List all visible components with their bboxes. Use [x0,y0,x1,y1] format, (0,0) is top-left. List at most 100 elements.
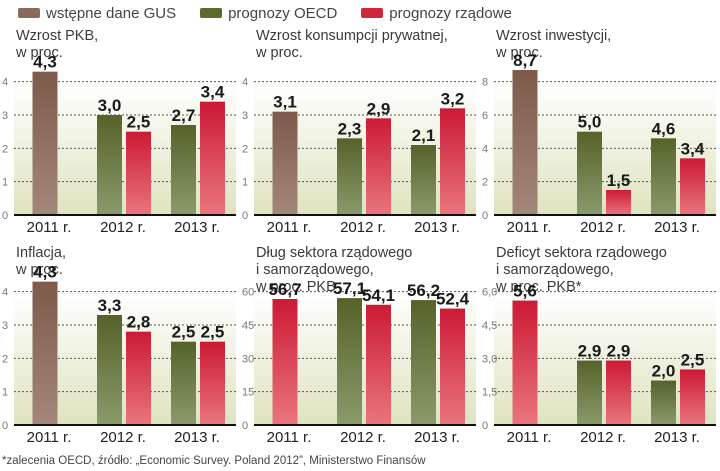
legend-swatch-gov [361,8,384,18]
bar-oecd [97,315,122,425]
y-tick-label: 0 [482,420,488,432]
panel-title: Wzrost PKB, w proc. [16,28,99,61]
data-label: 52,4 [436,290,470,309]
y-tick-label: 30 [242,353,254,365]
bar-oecd [651,380,676,425]
bar-oecd [171,125,196,215]
y-tick-label: 0 [482,210,488,222]
chart-inflation: 0 1 2 3 4 4,3 3,3 2,8 2,5 2,5 2011 r. 2012 r. 2013 r… [2,263,236,446]
bar-oecd [337,298,362,425]
x-tick-label: 2013 r. [414,429,460,446]
x-tick-label: 2011 r. [27,429,72,446]
bar-oecd [577,131,602,215]
bar-oecd [337,138,362,215]
y-tick-label: 2 [242,143,248,155]
bar-gus [32,71,58,215]
bar-oecd [577,360,602,425]
legend-item-gov: prognozy rządowe [361,5,512,22]
data-label: 4,3 [33,53,57,72]
data-label: 5,0 [578,113,602,132]
data-label: 57,1 [333,279,366,298]
panel-title: Dług sektora rządowego i samorządowego, … [256,245,413,295]
data-label: 2,5 [681,350,705,369]
y-tick-label: 4,5 [482,320,497,332]
y-tick-label: 0 [2,420,8,432]
y-tick-label: 0 [2,210,8,222]
x-tick-label: 2013 r. [414,219,460,236]
bar-gov [126,131,151,215]
x-tick-label: 2013 r. [174,429,220,446]
legend-item-gus: wstępne dane GUS [18,5,176,22]
x-tick-label: 2011 r. [507,219,552,236]
footnote: *zalecenia OECD, źródło: „Economic Surve… [2,455,426,467]
data-label: 2,9 [607,342,631,361]
x-tick-label: 2012 r. [580,429,626,446]
data-label: 2,5 [127,113,151,132]
bar-gov [512,300,538,425]
panel-inflation: Inflacja, w proc. 0 1 2 3 4 4,3 3,3 2,8 2,5 2,5 20… [0,245,240,450]
legend-label: prognozy rządowe [389,4,512,22]
bar-oecd [171,341,196,425]
data-label: 2,9 [367,99,391,118]
data-label: 1,5 [607,171,631,190]
legend-item-oecd: prognozy OECD [200,5,337,22]
data-label: 54,1 [362,286,395,305]
bar-gus [512,70,538,215]
bar-oecd [97,115,122,215]
x-tick-label: 2011 r. [27,219,72,236]
bar-gov [680,369,705,425]
legend-label: wstępne dane GUS [46,4,177,22]
panel-consumption: Wzrost konsumpcji prywatnej, w proc. 0 1 2… [240,28,480,240]
bar-gov [440,308,465,425]
panel-title: Wzrost konsumpcji prywatnej, w proc. [256,28,448,61]
panel-deficit: Deficyt sektora rządowego i samorządoweg… [480,245,720,450]
x-tick-label: 2012 r. [340,429,386,446]
bar-gus [32,281,58,425]
bar-gov [366,304,391,425]
y-tick-label: 3 [242,110,248,122]
x-tick-label: 2013 r. [654,219,700,236]
panel-title: Deficyt sektora rządowego i samorządoweg… [496,245,667,295]
chart-debt: 0 15 30 45 60 56,7 57,154,1 56,252,4 2011 r. 2012… [242,279,476,446]
y-tick-label: 6,0 [482,287,497,299]
y-tick-label: 60 [242,287,254,299]
x-tick-label: 2012 r. [580,219,626,236]
bar-gov [440,108,465,215]
data-label: 2,9 [578,342,602,361]
data-label: 3,3 [98,296,122,315]
data-label: 3,1 [273,93,297,112]
y-tick-label: 0 [242,420,248,432]
data-label: 3,0 [98,96,122,115]
y-tick-label: 1 [2,387,8,399]
y-tick-label: 2 [482,177,488,189]
y-tick-label: 2 [2,353,8,365]
bar-gov [200,341,225,425]
y-tick-label: 4 [2,287,8,299]
y-tick-label: 4 [2,77,8,89]
x-tick-label: 2012 r. [100,219,146,236]
x-tick-label: 2011 r. [267,219,312,236]
data-label: 3,4 [201,83,225,102]
y-tick-label: 8 [482,77,488,89]
bar-oecd [411,145,436,215]
bar-gov [200,101,225,215]
legend-swatch-oecd [200,8,223,18]
data-label: 56,2 [407,281,440,300]
bar-gov [366,118,391,215]
data-label: 4,6 [652,119,676,138]
data-label: 4,3 [33,263,57,282]
y-tick-label: 45 [242,320,254,332]
panel-debt: Dług sektora rządowego i samorządowego, … [240,245,480,450]
x-tick-label: 2011 r. [267,429,312,446]
data-label: 3,4 [681,139,705,158]
y-tick-label: 1 [242,177,248,189]
data-label: 2,0 [652,362,676,381]
bar-gov [272,299,298,425]
data-label: 5,6 [513,282,537,301]
bar-gov [606,190,631,215]
y-tick-label: 4 [482,143,488,155]
data-label: 2,5 [201,323,225,342]
y-tick-label: 2 [2,143,8,155]
bar-gov [606,360,631,425]
data-label: 8,7 [513,51,537,70]
